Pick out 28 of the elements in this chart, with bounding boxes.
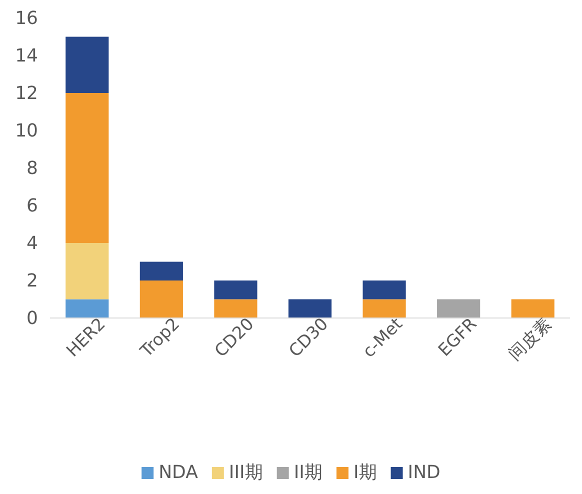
y-tick-label: 4 — [26, 232, 38, 254]
y-tick-label: 0 — [26, 308, 38, 329]
y-tick-label: 6 — [26, 195, 38, 216]
bar — [66, 299, 109, 318]
bar — [362, 280, 406, 300]
bar — [437, 299, 480, 318]
y-tick-label: 10 — [15, 120, 38, 142]
y-tick-label: 8 — [26, 158, 38, 179]
y-tick-label: 12 — [15, 82, 38, 104]
legend-label: I期 — [353, 462, 377, 483]
bar — [66, 36, 109, 93]
x-tick-label: 间皮素 — [505, 314, 556, 365]
bar — [288, 299, 332, 318]
bar — [66, 243, 109, 300]
legend-label: NDA — [158, 462, 199, 483]
y-tick-label: 14 — [15, 45, 38, 66]
legend-label: II期 — [294, 462, 322, 483]
bar — [511, 299, 554, 318]
bar — [66, 93, 109, 243]
legend-label: III期 — [228, 462, 263, 483]
legend-label: IND — [408, 462, 440, 483]
bar — [362, 299, 406, 318]
y-tick-label: 2 — [26, 270, 38, 292]
bar — [214, 280, 258, 300]
bar — [140, 262, 183, 280]
bar — [214, 299, 258, 318]
bar — [140, 280, 183, 318]
y-tick-label: 16 — [15, 8, 38, 29]
